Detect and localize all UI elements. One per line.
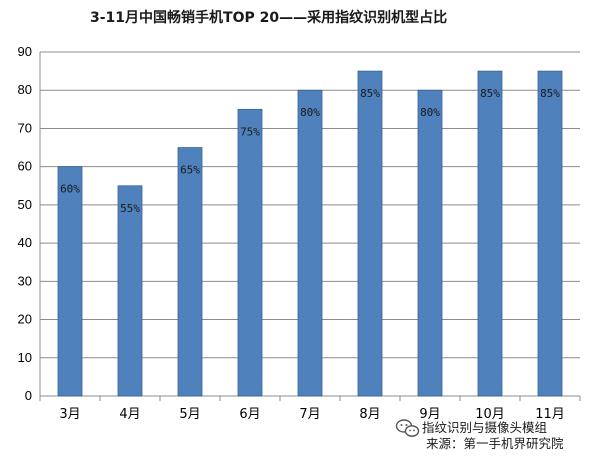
y-tick-label: 0 <box>25 388 32 403</box>
bar <box>57 166 83 397</box>
watermark: 指纹识别与摄像头模组 来源：第一手机界研究院 <box>395 419 564 451</box>
x-tick-label: 6月 <box>239 407 260 422</box>
y-tick-label: 60 <box>18 159 32 174</box>
y-tick-label: 90 <box>18 44 32 59</box>
x-tick-label: 4月 <box>119 407 140 422</box>
data-label: 75% <box>240 125 260 138</box>
bar <box>237 108 263 397</box>
data-label: 65% <box>180 164 200 177</box>
data-label: 80% <box>300 106 320 119</box>
x-tick-label: 5月 <box>179 407 200 422</box>
watermark-line2: 来源：第一手机界研究院 <box>426 436 564 451</box>
y-tick-label: 20 <box>18 312 32 327</box>
bar <box>477 70 503 397</box>
chart-title: 3-11月中国畅销手机TOP 20——采用指纹识别机型占比 <box>90 9 447 26</box>
y-tick-label: 70 <box>18 120 32 135</box>
bar <box>297 89 323 397</box>
plot-area: 0 10 20 30 40 50 60 70 80 90 60% 3月 55% 4月 65% 5月 75% 6月 8… <box>18 44 581 422</box>
bar <box>537 70 563 397</box>
bar <box>177 147 203 397</box>
bar <box>357 70 383 397</box>
x-tick-label: 7月 <box>299 407 320 422</box>
y-tick-label: 40 <box>18 235 32 250</box>
x-tick-label: 9月 <box>419 407 440 422</box>
y-tick-label: 30 <box>18 273 32 288</box>
data-label: 85% <box>360 87 380 100</box>
data-label: 85% <box>540 87 560 100</box>
y-tick-label: 50 <box>18 197 32 212</box>
data-label: 80% <box>420 106 440 119</box>
wechat-icon <box>395 419 420 437</box>
data-label: 85% <box>480 87 500 100</box>
watermark-line1: 指纹识别与摄像头模组 <box>422 420 547 435</box>
x-tick-label: 11月 <box>535 407 565 422</box>
x-tick-label: 10月 <box>475 407 505 422</box>
x-tick-label: 3月 <box>59 407 80 422</box>
data-label: 60% <box>60 183 80 196</box>
data-label: 55% <box>120 202 140 215</box>
y-tick-label: 80 <box>18 82 32 97</box>
x-tick-label: 8月 <box>359 407 380 422</box>
y-tick-label: 10 <box>18 350 32 365</box>
bar <box>417 89 443 397</box>
bar <box>117 185 143 397</box>
